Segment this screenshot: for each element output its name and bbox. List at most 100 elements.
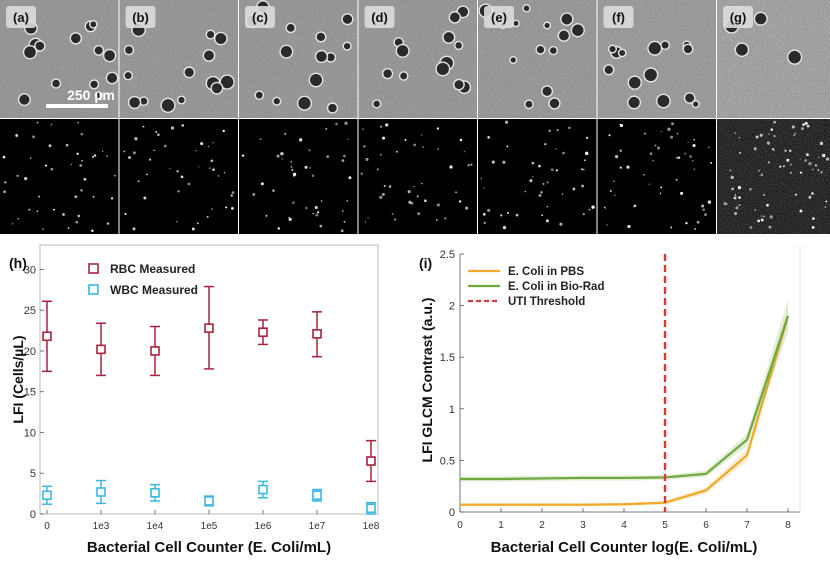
cell-blob	[308, 72, 324, 88]
fluorescent-dot	[483, 187, 485, 189]
y-tick-label: 2.5	[440, 249, 455, 261]
fluorescent-dot	[437, 148, 439, 150]
cell-blob	[647, 40, 663, 56]
fluorescent-dot	[70, 163, 73, 166]
fluorescent-dot	[766, 141, 771, 145]
chart-i: 0 0.5 1 1.5 2 2.5 0 1 2 3 4 5 6 7 8 E. Coli in PBS E. Co…	[419, 245, 801, 556]
fluorescent-dot	[654, 144, 657, 147]
fluorescent-dot	[316, 211, 320, 214]
fluorescent-dot	[470, 163, 473, 166]
fluorescent-dot	[583, 168, 585, 171]
fluorescent-dot	[335, 122, 338, 126]
fluorescent-dot	[181, 124, 184, 127]
fluorescent-dot	[548, 129, 551, 133]
fluorescent-dot	[290, 160, 293, 163]
fluorescent-dot	[710, 162, 713, 164]
fluorescent-dot	[738, 196, 741, 199]
fluorescent-dot	[588, 208, 591, 211]
y-tick-label: 15	[24, 387, 36, 399]
fluorescent-dot	[381, 192, 385, 196]
fluorescent-dot	[643, 173, 645, 176]
y-tick-label: 0	[30, 509, 36, 521]
fluorescent-dot	[693, 168, 696, 171]
cell-blob	[183, 66, 196, 79]
fluorescent-dot	[77, 121, 79, 124]
fluorescent-dot	[581, 184, 585, 188]
fluorescent-dot	[584, 159, 586, 162]
cell-blob	[105, 71, 119, 85]
fluorescent-dot	[677, 156, 680, 160]
fluorescent-dot	[326, 155, 330, 158]
cell-blob	[753, 11, 768, 26]
cell-blob	[89, 79, 100, 90]
fluorescent-dot	[614, 194, 616, 196]
fluorescent-dot	[735, 206, 739, 210]
fluorescent-dot	[606, 224, 608, 226]
cell-blob	[603, 64, 615, 76]
cell-blob	[454, 40, 464, 51]
fluorescent-dot	[24, 176, 28, 181]
cell-blob	[326, 102, 339, 114]
micro-panel-4: (e)	[478, 0, 597, 234]
fluorescent-dot	[252, 192, 256, 196]
fluorescent-dot	[757, 219, 761, 223]
fluorescent-dot	[3, 190, 6, 194]
fluorescent-dot	[749, 226, 753, 229]
fluorescent-dot	[106, 155, 108, 157]
fluorescent-dot	[81, 159, 83, 162]
panel-label-box	[603, 6, 634, 28]
fluorescent-dot	[4, 181, 7, 184]
fluorescent-dot	[676, 132, 679, 135]
cell-blob	[22, 45, 38, 60]
fluorescent-dot	[231, 191, 235, 194]
fluorescent-dot	[407, 190, 411, 194]
fluorescent-dot	[177, 190, 180, 193]
fluorescent-dot	[760, 215, 763, 217]
fluorescent-dot	[794, 132, 796, 135]
y-tick-label: 2	[449, 301, 455, 313]
data-point	[204, 323, 214, 333]
fluorescent-dot	[768, 225, 772, 229]
fluorescent-dot	[380, 125, 383, 128]
fluorescent-dot	[465, 206, 469, 210]
cell-blob	[643, 67, 659, 83]
fluorescent-dot	[585, 136, 589, 140]
fluorescent-dot	[738, 136, 741, 139]
cell-blob	[272, 96, 282, 106]
fluorescent-dot	[146, 173, 148, 176]
fluorescent-dot	[542, 182, 545, 185]
fluorescent-dot	[17, 217, 20, 220]
x-tick-label: 3	[580, 520, 586, 531]
cell-blob	[734, 42, 750, 58]
fluorescent-dot	[562, 151, 565, 155]
data-point	[258, 484, 268, 495]
x-axis-label: Bacterial Cell Counter log(E. Coli/mL)	[491, 539, 758, 556]
fluorescent-dot	[29, 157, 32, 159]
cell-blob	[448, 11, 462, 24]
fluorescent-dot	[114, 174, 116, 177]
fluorescent-dot	[733, 196, 737, 200]
cell-blob	[617, 48, 627, 58]
fluorescent-dot	[762, 215, 765, 218]
fluorescent-dot	[463, 150, 466, 153]
cell-blob	[314, 49, 329, 64]
fluorescent-dot	[773, 120, 777, 124]
cell-blob	[656, 93, 671, 109]
fluorescent-dot	[315, 213, 319, 217]
cell-blob	[535, 44, 546, 55]
fluorescent-dot	[738, 204, 741, 207]
fluorescent-dot	[124, 212, 127, 215]
fluorescent-dot	[652, 159, 654, 162]
fluorescent-dot	[701, 204, 705, 208]
fluorescent-dot	[76, 152, 79, 155]
fluorescent-dot	[507, 211, 510, 214]
fluorescent-dot	[347, 138, 349, 140]
fluorescent-dot	[770, 128, 774, 131]
fluorescent-dot	[36, 121, 39, 124]
cell-blob	[102, 48, 117, 63]
fluorescent-dot	[293, 175, 295, 177]
fluorescent-dot	[692, 160, 694, 162]
cell-blob	[315, 31, 327, 43]
x-tick-label: 1e4	[147, 521, 164, 532]
cell-blob	[34, 40, 46, 52]
